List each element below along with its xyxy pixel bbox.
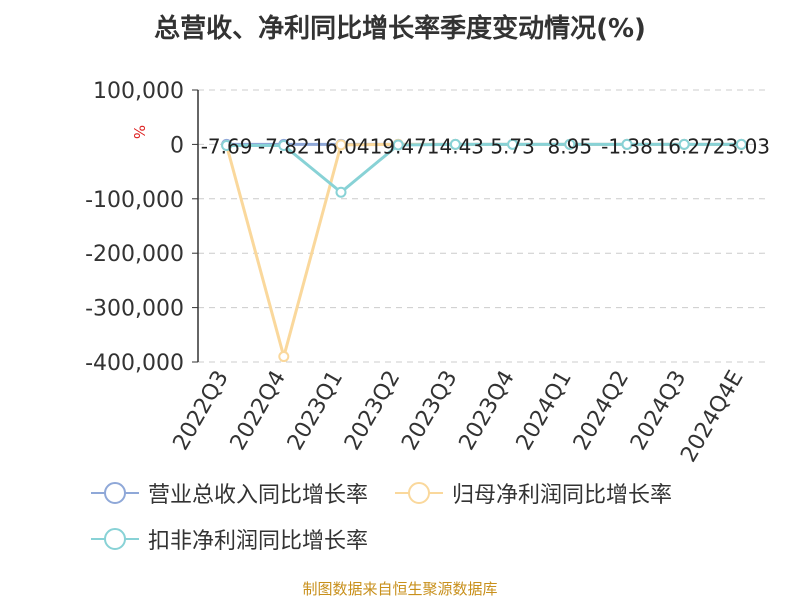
data-label: 8.95 bbox=[548, 134, 593, 158]
y-tick-label: 100,000 bbox=[93, 79, 184, 104]
data-point bbox=[278, 351, 290, 363]
legend-label: 扣非净利润同比增长率 bbox=[148, 529, 369, 554]
series-line bbox=[225, 142, 742, 359]
y-axis-label: % bbox=[130, 125, 148, 139]
x-tick-label: 2023Q1 bbox=[283, 367, 348, 455]
data-point bbox=[564, 138, 576, 150]
legend-item-revenue[interactable]: 营业总收入同比增长率 bbox=[90, 477, 368, 509]
data-point bbox=[335, 139, 347, 151]
data-point bbox=[335, 186, 347, 198]
legend-line-icon bbox=[395, 482, 444, 504]
y-tick-label: -300,000 bbox=[85, 297, 184, 322]
data-label: 23.03 bbox=[713, 134, 770, 158]
data-source-note: 制图数据来自恒生聚源数据库 bbox=[302, 580, 498, 598]
legend-line-icon bbox=[91, 482, 139, 504]
data-label: 16.04 bbox=[312, 134, 369, 158]
data-label: 16.27 bbox=[656, 134, 713, 158]
y-tick-label: -100,000 bbox=[85, 188, 184, 213]
data-label: 19.47 bbox=[370, 134, 427, 158]
data-point bbox=[678, 138, 690, 150]
legend-line-icon bbox=[91, 528, 139, 550]
x-tick-label: 2022Q3 bbox=[168, 367, 233, 455]
data-label: 5.73 bbox=[490, 134, 535, 158]
data-label: -7.82 bbox=[258, 134, 310, 158]
data-label: -7.69 bbox=[201, 134, 253, 158]
x-tick-label: 2023Q2 bbox=[340, 367, 405, 455]
data-point bbox=[507, 138, 519, 150]
data-point bbox=[221, 139, 233, 151]
data-label: 14.43 bbox=[427, 134, 484, 158]
y-tick-label: 0 bbox=[170, 133, 184, 158]
x-tick-label: 2023Q4 bbox=[454, 367, 519, 455]
legend-item-net-profit[interactable]: 归母净利润同比增长率 bbox=[394, 477, 672, 509]
x-tick-label: 2024Q2 bbox=[569, 367, 634, 455]
chart-legend: 营业总收入同比增长率 归母净利润同比增长率 扣非净利润同比增长率 bbox=[90, 474, 790, 566]
chart-title: 总营收、净利同比增长率季度变动情况(%) bbox=[154, 14, 646, 44]
legend-label: 归母净利润同比增长率 bbox=[452, 483, 673, 508]
data-point bbox=[735, 138, 747, 150]
legend-label: 营业总收入同比增长率 bbox=[148, 483, 369, 508]
x-tick-label: 2022Q4 bbox=[226, 367, 291, 455]
legend-item-deducted-profit[interactable]: 扣非净利润同比增长率 bbox=[90, 523, 368, 555]
data-point bbox=[278, 139, 290, 151]
data-label: -1.38 bbox=[601, 134, 653, 158]
x-tick-label: 2024Q3 bbox=[626, 367, 691, 455]
x-tick-label: 2023Q3 bbox=[397, 367, 462, 455]
y-tick-label: -400,000 bbox=[85, 351, 184, 376]
x-tick-label: 2024Q1 bbox=[512, 367, 577, 455]
series-line bbox=[226, 142, 742, 194]
data-point bbox=[392, 139, 404, 151]
data-point bbox=[449, 138, 461, 150]
data-point bbox=[621, 138, 633, 150]
y-tick-label: -200,000 bbox=[85, 242, 184, 267]
